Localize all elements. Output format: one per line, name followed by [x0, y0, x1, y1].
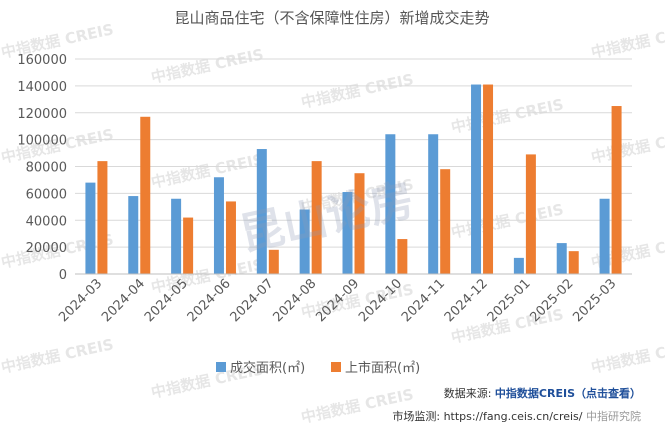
x-tick-label: 2025-01 — [485, 276, 534, 325]
bar-transaction-2024-07 — [256, 149, 267, 274]
bar-listing-2024-07 — [268, 249, 279, 274]
bar-transaction-2024-12 — [471, 84, 482, 274]
bar-listing-2024-11 — [440, 169, 451, 274]
x-tick-label: 2024-06 — [185, 276, 234, 325]
source-label: 数据来源: — [443, 387, 492, 400]
bar-listing-2024-04 — [140, 116, 151, 274]
monitor-link[interactable]: https://fang.ceis.cn/creis/ — [443, 410, 583, 423]
weibo-tag: 中指研究院 — [586, 410, 641, 423]
chart-svg: 昆山商品住宅（不含保障性住房）新增成交走势 0 20000 40000 60000 80… — [17, 9, 632, 376]
legend: 成交面积(㎡) 上市面积(㎡) — [216, 360, 420, 376]
bar-listing-2024-06 — [225, 201, 236, 274]
bar-transaction-2024-10 — [385, 134, 396, 274]
x-tick-label: 2024-09 — [313, 276, 362, 325]
x-tick-label: 2024-12 — [442, 276, 491, 325]
y-tick-label: 120000 — [17, 107, 67, 122]
bar-listing-2024-08 — [311, 161, 322, 274]
bar-transaction-2024-04 — [128, 196, 139, 274]
x-tick-label: 2025-02 — [528, 276, 577, 325]
y-tick-label: 100000 — [17, 134, 67, 149]
bar-listing-2024-10 — [397, 239, 408, 274]
legend-label: 上市面积(㎡) — [345, 360, 420, 376]
bar-listing-2025-03 — [611, 106, 622, 274]
bar-transaction-2024-11 — [428, 134, 439, 274]
x-tick-label: 2024-03 — [56, 276, 105, 325]
bar-listing-2025-01 — [525, 154, 536, 274]
bar-transaction-2024-03 — [85, 182, 96, 274]
y-tick-label: 40000 — [26, 214, 67, 229]
bar-transaction-2024-05 — [171, 198, 182, 274]
y-tick-label: 140000 — [17, 80, 67, 95]
y-tick-label: 60000 — [26, 187, 67, 202]
monitor-line: 市场监测: https://fang.ceis.cn/creis/ 中指研究院 — [392, 408, 641, 424]
x-tick-label: 2024-11 — [399, 276, 448, 325]
legend-swatch — [331, 362, 341, 372]
bar-listing-2024-09 — [354, 173, 365, 274]
source-link[interactable]: 中指数据CREIS（点击查看） — [494, 387, 641, 400]
bar-transaction-2025-03 — [599, 198, 610, 274]
bar-listing-2025-02 — [568, 251, 579, 274]
x-axis: 2024-032024-042024-052024-062024-072024-… — [56, 273, 632, 325]
y-axis: 0 20000 40000 60000 80000 100000 120000 140000 1… — [17, 53, 67, 283]
y-tick-label: 0 — [59, 268, 67, 283]
monitor-label: 市场监测: — [392, 410, 441, 423]
x-tick-label: 2024-05 — [142, 276, 191, 325]
x-tick-label: 2025-03 — [570, 276, 619, 325]
x-tick-label: 2024-08 — [270, 276, 319, 325]
source-line: 数据来源: 中指数据CREIS（点击查看） — [444, 385, 641, 401]
x-tick-label: 2024-10 — [356, 276, 405, 325]
y-tick-label: 160000 — [17, 53, 67, 68]
gridlines — [75, 58, 632, 275]
bar-listing-2024-05 — [183, 217, 194, 274]
bar-listing-2024-03 — [97, 161, 108, 274]
bar-transaction-2024-09 — [342, 192, 353, 274]
y-tick-label: 80000 — [26, 161, 67, 176]
bar-transaction-2025-02 — [556, 243, 567, 274]
legend-label: 成交面积(㎡) — [230, 360, 305, 376]
bar-transaction-2025-01 — [513, 257, 524, 274]
bars — [85, 84, 622, 274]
chart-title: 昆山商品住宅（不含保障性住房）新增成交走势 — [174, 9, 489, 27]
bar-listing-2024-12 — [483, 84, 494, 274]
legend-swatch — [216, 362, 226, 372]
x-tick-label: 2024-07 — [228, 276, 277, 325]
bar-transaction-2024-06 — [213, 177, 224, 274]
x-tick-label: 2024-04 — [99, 276, 148, 325]
bar-transaction-2024-08 — [299, 209, 310, 274]
y-tick-label: 20000 — [26, 241, 67, 256]
